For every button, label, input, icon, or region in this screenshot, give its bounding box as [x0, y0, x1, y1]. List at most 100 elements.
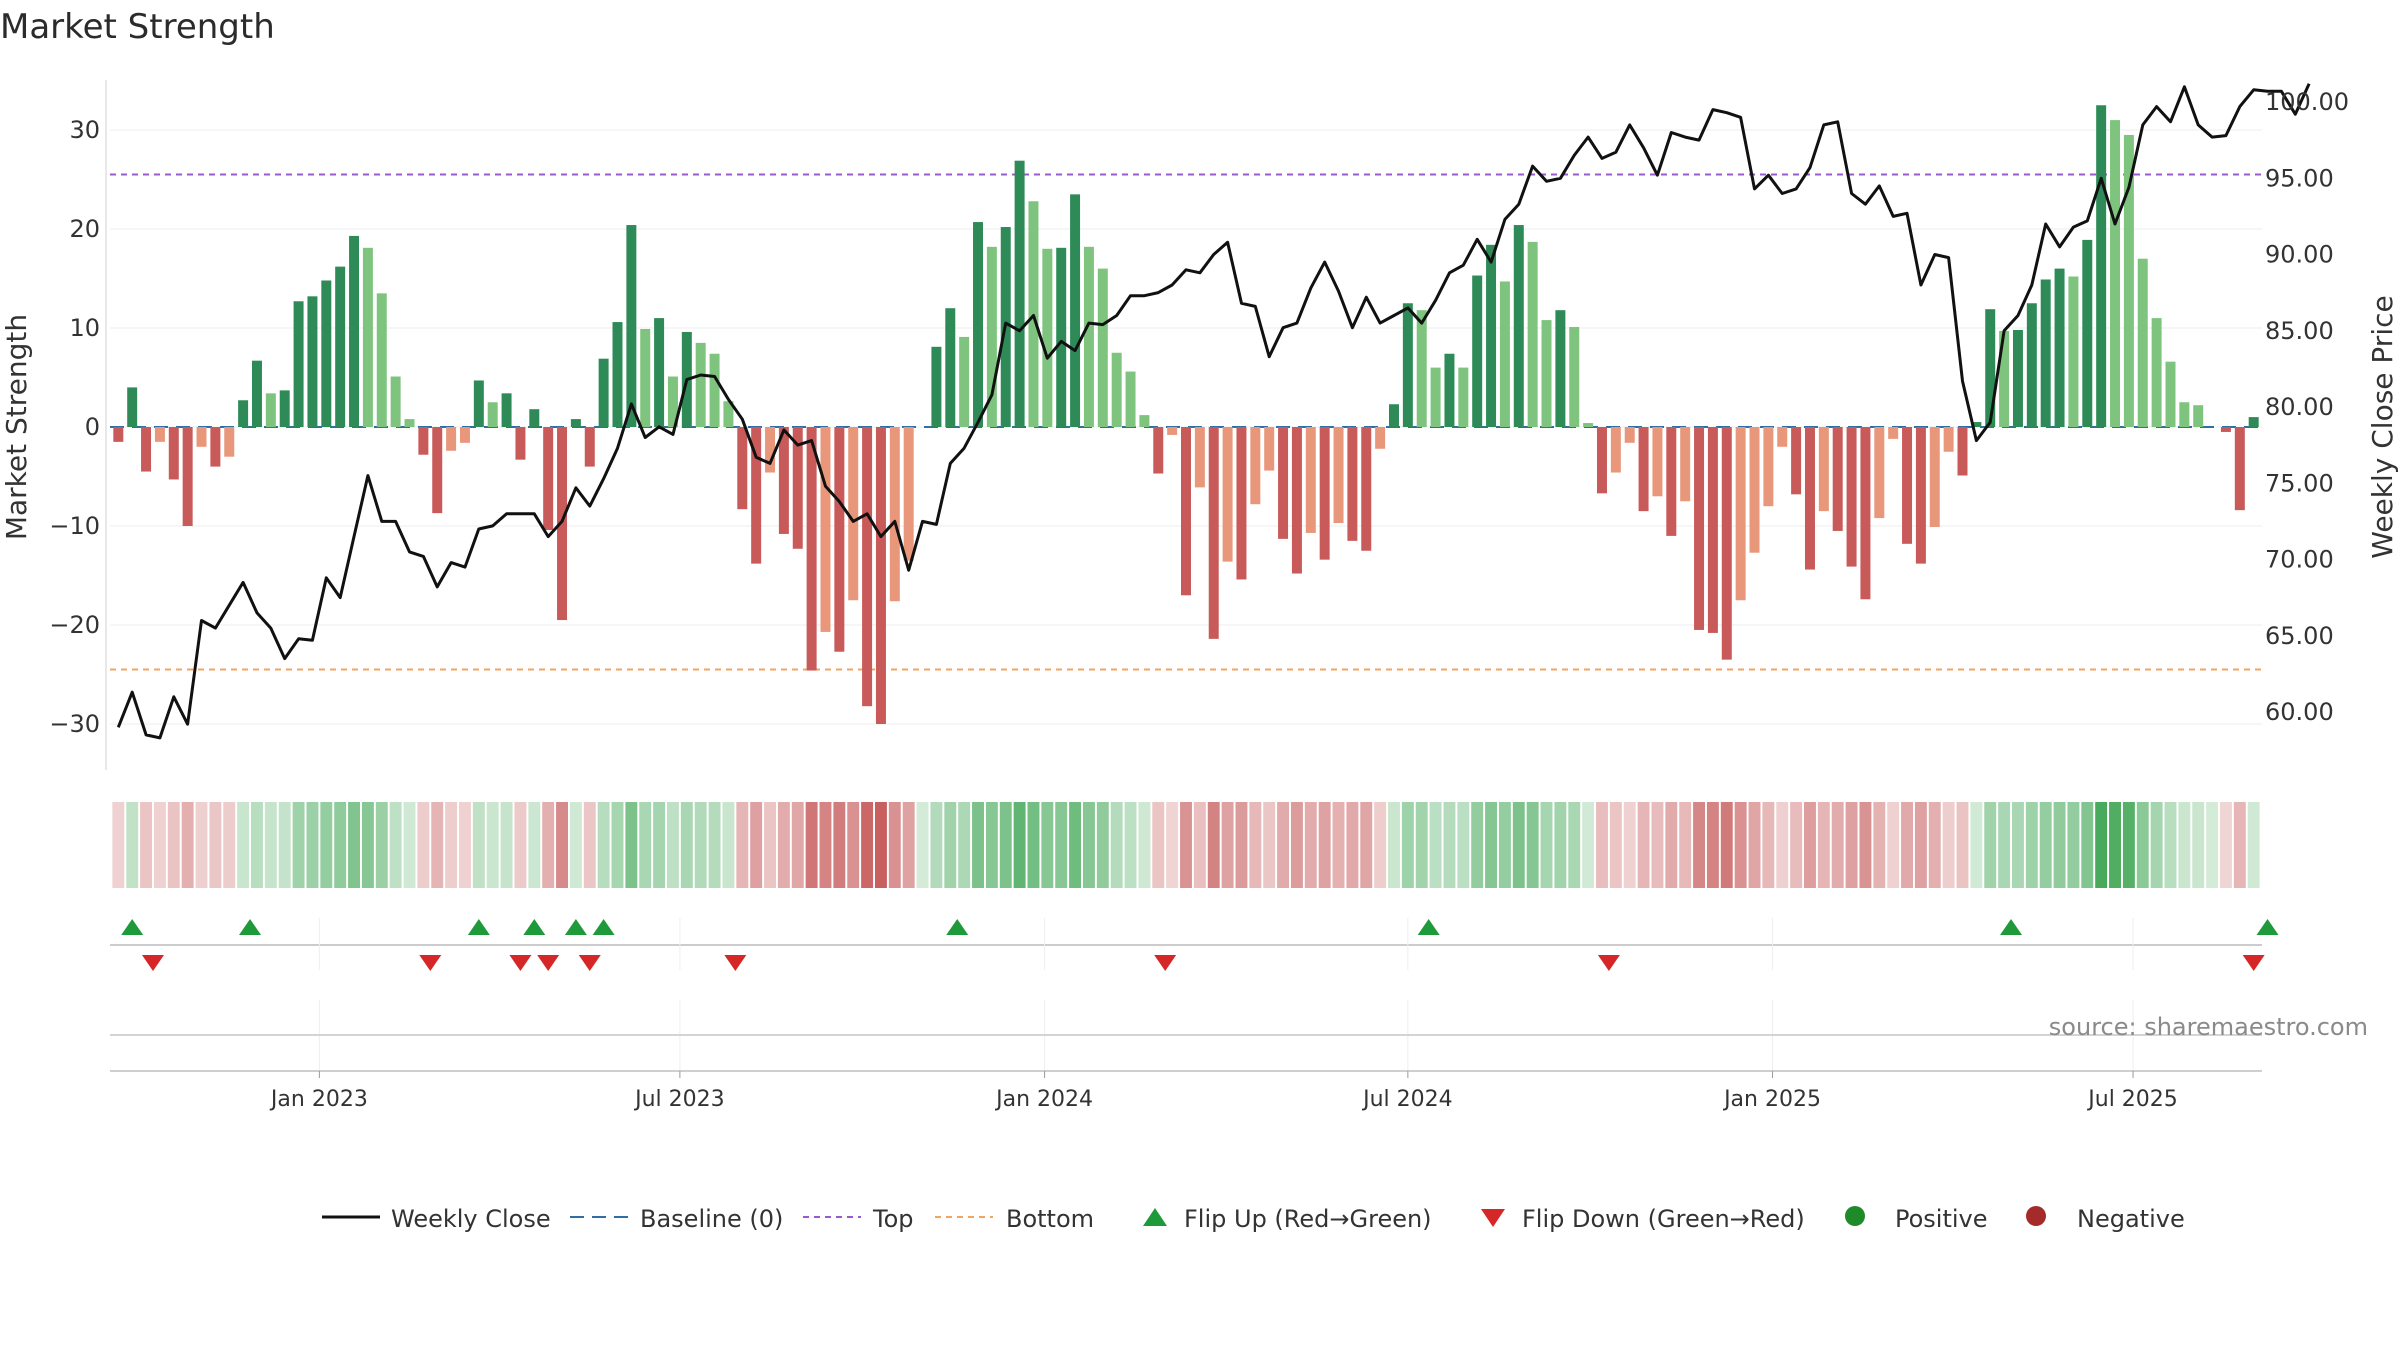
strip-cell	[1526, 802, 1539, 888]
strength-bar	[820, 427, 831, 632]
strip-cell	[1360, 802, 1373, 888]
strip-cell	[361, 802, 374, 888]
strip-cell	[1374, 802, 1387, 888]
strip-cell	[819, 802, 832, 888]
strength-bar	[1957, 427, 1968, 476]
strength-bar	[362, 247, 373, 427]
strength-bar	[1153, 427, 1164, 474]
right-tick-label: 75.00	[2265, 469, 2334, 497]
strip-cell	[736, 802, 749, 888]
strip-cell	[167, 802, 180, 888]
strength-heat-strip	[112, 802, 2260, 888]
strip-cell	[500, 802, 513, 888]
strength-bar	[2082, 239, 2093, 427]
strip-cell	[2233, 802, 2246, 888]
strip-cell	[847, 802, 860, 888]
strip-cell	[556, 802, 568, 888]
chart-title: Market Strength	[0, 7, 275, 47]
strength-bar	[2096, 105, 2107, 427]
strip-cell	[1928, 802, 1941, 888]
strength-bar	[1749, 427, 1760, 553]
strength-bar	[1513, 225, 1524, 427]
strength-bar	[903, 427, 914, 561]
strip-cell	[1984, 802, 1997, 888]
legend-label: Negative	[2077, 1205, 2185, 1233]
strip-cell	[1609, 802, 1622, 888]
strength-bar	[182, 427, 193, 526]
strip-cell	[1734, 802, 1747, 888]
strip-cell	[1388, 802, 1400, 888]
strength-bar	[875, 427, 886, 724]
strength-bar	[1333, 427, 1344, 524]
left-tick-label: −20	[49, 611, 100, 639]
strength-bar	[210, 427, 221, 467]
strength-bar	[695, 342, 706, 427]
legend-label: Flip Up (Red→Green)	[1184, 1205, 1432, 1233]
strength-bar	[459, 427, 470, 443]
strip-cell	[2011, 802, 2024, 888]
flip-up-marker	[592, 919, 615, 935]
strip-cell	[1221, 802, 1234, 888]
strip-cell	[223, 802, 236, 888]
strip-cell	[861, 802, 874, 888]
strength-bar	[529, 409, 540, 427]
strip-cell	[1318, 802, 1331, 888]
strength-bar	[1444, 353, 1455, 427]
weekly-close-polyline	[116, 83, 2311, 740]
strength-bar	[2137, 258, 2148, 427]
strength-bar	[1208, 427, 1219, 639]
strength-bar	[127, 387, 138, 427]
strength-bar	[2054, 268, 2065, 427]
strip-cell	[1235, 802, 1248, 888]
strip-cell	[1956, 802, 1969, 888]
strip-cell	[1498, 802, 1511, 888]
strip-cell	[292, 802, 305, 888]
strip-cell	[972, 802, 984, 888]
strength-bar	[1222, 427, 1233, 562]
strip-cell	[472, 802, 485, 888]
strip-cell	[237, 802, 250, 888]
strength-bar	[1804, 427, 1815, 570]
strength-bar	[626, 225, 637, 427]
strip-cell	[2206, 802, 2219, 888]
strength-bar	[168, 427, 179, 480]
left-tick-label: −10	[49, 512, 100, 540]
legend-negative-dot	[2026, 1206, 2046, 1226]
strip-cell	[1152, 802, 1165, 888]
strip-cell	[2039, 802, 2052, 888]
strength-bar	[1472, 275, 1483, 427]
strength-bar	[1652, 427, 1663, 497]
strip-cell	[1568, 802, 1581, 888]
strength-bar	[279, 390, 290, 427]
strength-bar	[265, 393, 276, 427]
strength-bar	[1139, 415, 1150, 427]
strength-bar	[1902, 427, 1913, 544]
strength-bar	[2012, 329, 2023, 427]
strip-cell	[1693, 802, 1706, 888]
strip-cell	[1069, 802, 1082, 888]
strength-bar	[446, 427, 457, 451]
strip-cell	[1290, 802, 1303, 888]
strip-cell	[2095, 802, 2108, 888]
strip-cell	[985, 802, 998, 888]
strip-cell	[1041, 802, 1054, 888]
strip-cell	[348, 802, 361, 888]
strength-bar	[293, 301, 304, 427]
source-note: source: sharemaestro.com	[2049, 1013, 2368, 1041]
left-tick-label: −30	[49, 710, 100, 738]
strip-cell	[708, 802, 721, 888]
strength-bar	[1430, 367, 1441, 427]
strip-cell	[2109, 802, 2121, 888]
strength-bar	[889, 427, 900, 602]
strength-bar	[945, 308, 956, 427]
legend-label: Weekly Close	[391, 1205, 551, 1233]
strength-bar	[1416, 310, 1427, 427]
legend-flip-up-icon	[1143, 1208, 1167, 1226]
strip-cell	[1401, 802, 1414, 888]
strength-bar	[2193, 405, 2204, 427]
left-tick-label: 30	[69, 116, 100, 144]
strength-bar	[1486, 244, 1497, 427]
strip-cell	[1873, 802, 1886, 888]
strength-bar	[2151, 318, 2162, 427]
